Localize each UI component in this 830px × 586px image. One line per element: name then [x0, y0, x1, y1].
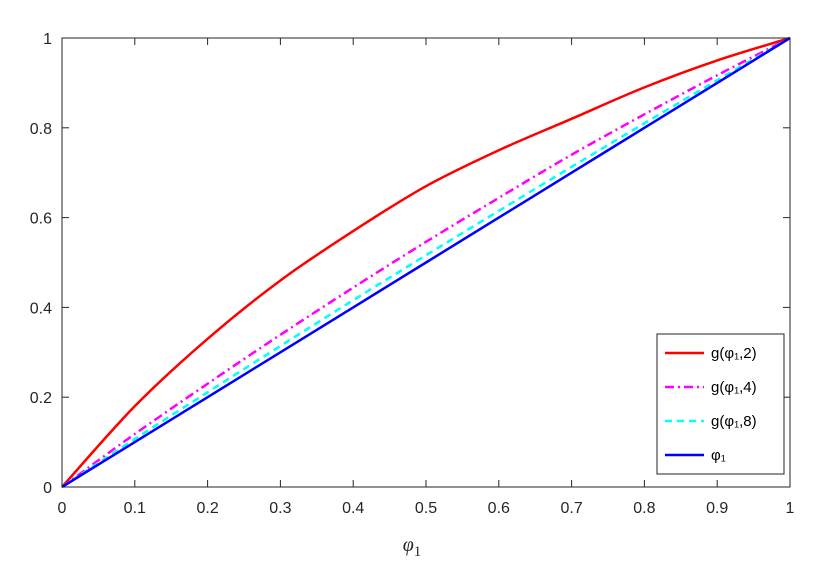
x-axis-label-subscript: 1 [414, 544, 422, 560]
x-axis-label: φ1 [403, 534, 422, 560]
series-line-4 [61, 36, 791, 489]
x-tick-label: 0.6 [488, 500, 510, 517]
series-line-3 [61, 36, 791, 489]
legend-label: φ₁ [711, 447, 726, 464]
x-tick-label: 0.4 [342, 500, 364, 517]
plot-frame [61, 37, 791, 488]
y-tick-label: 0.8 [30, 121, 52, 138]
x-tick-label: 0.8 [633, 500, 655, 517]
series-line-1 [61, 36, 791, 488]
series-layer [61, 36, 791, 489]
y-tick-label: 1 [43, 31, 52, 48]
tick-layer: 0 0.1 0.2 0.3 0.4 0.5 0.6 0.7 0.8 0.9 1 0 0.2 0.4 0.6 0… [30, 31, 795, 517]
legend-box [656, 333, 785, 475]
x-tick-label: 0.7 [560, 500, 582, 517]
x-tick-label: 0 [58, 500, 67, 517]
series-line-2 [61, 36, 791, 489]
legend: g(φ₁,2) g(φ₁,4) g(φ₁,8) φ₁ [656, 333, 785, 475]
x-tick-label: 0.9 [706, 500, 728, 517]
legend-label: g(φ₁,4) [711, 379, 757, 396]
y-tick-label: 0 [43, 480, 52, 497]
x-tick-label: 1 [786, 500, 795, 517]
x-tick-label: 0.1 [124, 500, 146, 517]
legend-label: g(φ₁,2) [711, 345, 757, 362]
x-tick-label: 0.3 [269, 500, 291, 517]
y-tick-label: 0.4 [30, 300, 52, 317]
y-tick-label: 0.2 [30, 390, 52, 407]
x-tick-label: 0.5 [415, 500, 437, 517]
x-tick-label: 0.2 [196, 500, 218, 517]
y-tick-label: 0.6 [30, 211, 52, 228]
x-axis-label-symbol: φ [403, 534, 414, 556]
legend-label: g(φ₁,8) [711, 413, 757, 430]
